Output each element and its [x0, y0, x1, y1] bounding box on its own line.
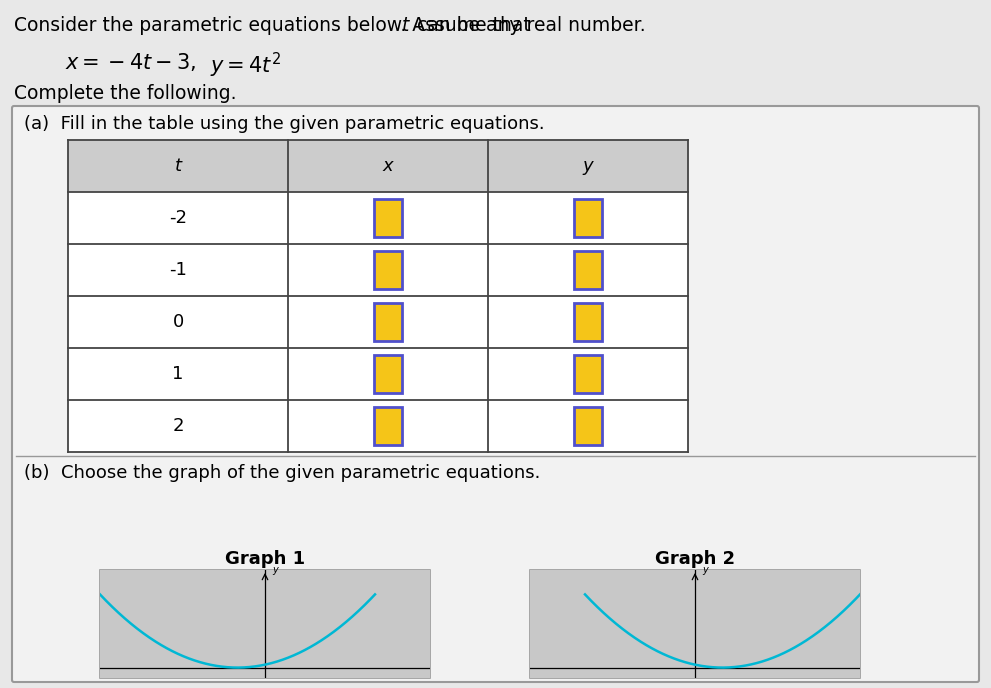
Text: t: t — [402, 16, 409, 35]
Text: 1: 1 — [172, 365, 183, 383]
Text: 0: 0 — [172, 313, 183, 331]
FancyBboxPatch shape — [574, 199, 602, 237]
Text: Graph 1: Graph 1 — [225, 550, 305, 568]
Text: Complete the following.: Complete the following. — [14, 84, 237, 103]
FancyBboxPatch shape — [12, 106, 979, 682]
FancyBboxPatch shape — [574, 407, 602, 445]
Bar — [530, 570, 860, 678]
FancyBboxPatch shape — [574, 303, 602, 341]
Text: y: y — [703, 565, 709, 574]
FancyBboxPatch shape — [374, 251, 402, 289]
Text: can be any real number.: can be any real number. — [411, 16, 645, 35]
Text: $y=4t^2$: $y=4t^2$ — [210, 51, 281, 80]
Text: y: y — [583, 157, 594, 175]
Text: Graph 2: Graph 2 — [655, 550, 735, 568]
Text: y: y — [273, 565, 278, 574]
FancyBboxPatch shape — [374, 199, 402, 237]
Bar — [100, 570, 430, 678]
Text: (a)  Fill in the table using the given parametric equations.: (a) Fill in the table using the given pa… — [24, 115, 545, 133]
Text: x: x — [383, 157, 393, 175]
Text: $x=-4t-3,$: $x=-4t-3,$ — [65, 51, 196, 73]
Text: -1: -1 — [169, 261, 187, 279]
FancyBboxPatch shape — [574, 251, 602, 289]
Text: Consider the parametric equations below. Assume that: Consider the parametric equations below.… — [14, 16, 537, 35]
Text: -2: -2 — [169, 209, 187, 227]
Text: t: t — [174, 157, 181, 175]
Text: (b)  Choose the graph of the given parametric equations.: (b) Choose the graph of the given parame… — [24, 464, 540, 482]
FancyBboxPatch shape — [574, 355, 602, 393]
FancyBboxPatch shape — [374, 303, 402, 341]
FancyBboxPatch shape — [374, 407, 402, 445]
Bar — [68, 140, 688, 192]
Bar — [68, 140, 688, 452]
Text: 2: 2 — [172, 417, 183, 435]
FancyBboxPatch shape — [374, 355, 402, 393]
